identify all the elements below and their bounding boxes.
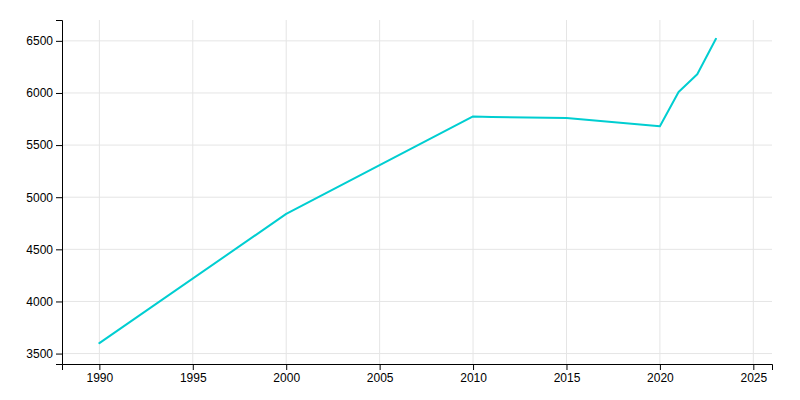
y-tick-mark — [56, 145, 62, 146]
y-tick: 5500 — [26, 138, 62, 152]
x-tick-mark — [380, 364, 381, 370]
y-tick: 3500 — [26, 347, 62, 361]
x-tick: 2025 — [740, 364, 767, 385]
y-tick-label: 6000 — [26, 86, 53, 100]
y-tick: 4000 — [26, 295, 62, 309]
plot-area — [99, 39, 716, 343]
x-tick-mark — [753, 364, 754, 370]
x-tick-label: 2010 — [460, 371, 487, 385]
y-grid-line — [62, 249, 772, 250]
y-tick-label: 6500 — [26, 34, 53, 48]
x-tick-label: 1990 — [87, 371, 114, 385]
x-grid-line — [473, 20, 474, 364]
x-grid-line — [566, 20, 567, 364]
y-axis: 3500 4000 4500 5000 5500 6000 6500 — [26, 21, 62, 365]
y-grid-line — [62, 197, 772, 198]
x-tick-mark — [193, 364, 194, 370]
x-grid-line — [659, 20, 660, 364]
x-tick: 2015 — [554, 364, 581, 385]
y-tick-mark — [56, 249, 62, 250]
x-tick-mark — [99, 364, 100, 370]
x-axis-line — [63, 365, 773, 371]
x-axis: 1990 1995 2000 2005 2010 2015 2020 2025 — [63, 364, 773, 385]
x-tick-mark — [473, 364, 474, 370]
x-tick-label: 1995 — [180, 371, 207, 385]
y-tick: 4500 — [26, 243, 62, 257]
line — [99, 39, 716, 343]
y-tick-label: 4500 — [26, 243, 53, 257]
y-tick-label: 5500 — [26, 138, 53, 152]
y-axis-line — [56, 21, 63, 365]
x-tick: 2010 — [460, 364, 487, 385]
x-tick: 1990 — [87, 364, 114, 385]
y-tick-label: 3500 — [26, 347, 53, 361]
y-tick-mark — [56, 93, 62, 94]
x-grid-line — [379, 20, 380, 364]
x-tick: 1995 — [180, 364, 207, 385]
x-tick: 2020 — [647, 364, 674, 385]
x-tick-mark — [660, 364, 661, 370]
x-grid-line — [286, 20, 287, 364]
x-tick: 2000 — [273, 364, 300, 385]
y-tick: 6000 — [26, 86, 62, 100]
y-tick-label: 4000 — [26, 295, 53, 309]
x-tick-label: 2005 — [367, 371, 394, 385]
y-grid-line — [62, 92, 772, 93]
y-tick: 6500 — [26, 34, 62, 48]
y-grid-line — [62, 40, 772, 41]
chart: 1990 1995 2000 2005 2010 2015 2020 2025 3500 4000… — [0, 0, 800, 400]
x-grid-line — [753, 20, 754, 364]
y-tick-mark — [56, 41, 62, 42]
y-grid-line — [62, 301, 772, 302]
y-tick: 5000 — [26, 191, 62, 205]
y-tick-mark — [56, 301, 62, 302]
y-tick-mark — [56, 354, 62, 355]
grid — [62, 20, 772, 364]
y-tick-label: 5000 — [26, 191, 53, 205]
x-tick-label: 2000 — [273, 371, 300, 385]
x-tick-mark — [286, 364, 287, 370]
x-tick-label: 2025 — [740, 371, 767, 385]
x-tick-label: 2015 — [554, 371, 581, 385]
x-grid-line — [192, 20, 193, 364]
y-grid-line — [62, 353, 772, 354]
x-tick-mark — [566, 364, 567, 370]
x-grid-line — [99, 20, 100, 364]
y-tick-mark — [56, 197, 62, 198]
x-tick: 2005 — [367, 364, 394, 385]
x-tick-label: 2020 — [647, 371, 674, 385]
